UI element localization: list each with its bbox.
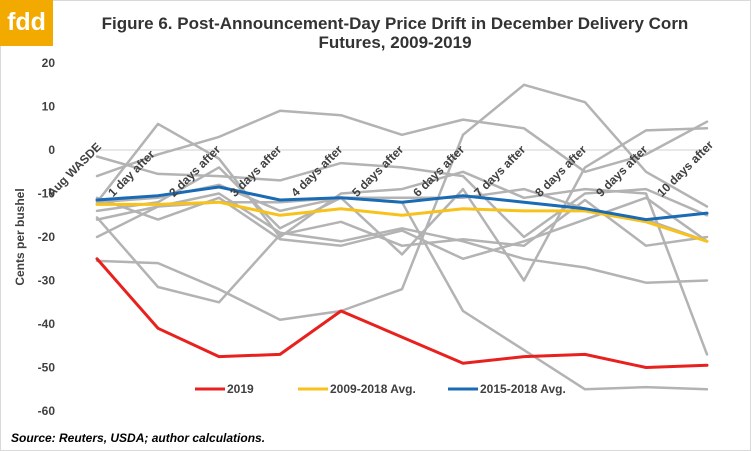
- x-category-label: 10 days after: [654, 138, 716, 200]
- historical-series-line-4: [95, 192, 709, 284]
- source-note: Source: Reuters, USDA; author calculatio…: [11, 431, 266, 445]
- y-tick-label: -40: [38, 317, 56, 331]
- series-line-2009-2018-avg-: [95, 200, 709, 243]
- x-category-label: 8 days after: [532, 142, 589, 199]
- x-category-label: 3 days after: [227, 142, 284, 199]
- series-line-2019: [95, 257, 709, 369]
- legend-label: 2015-2018 Avg.: [480, 382, 566, 396]
- legend-label: 2009-2018 Avg.: [330, 382, 416, 396]
- chart-title: Figure 6. Post-Announcement-Day Price Dr…: [101, 14, 689, 52]
- y-tick-label: 20: [42, 56, 56, 70]
- y-tick-label: -60: [38, 404, 56, 418]
- legend: 2019 2009-2018 Avg. 2015-2018 Avg.: [195, 382, 566, 396]
- y-axis-ticks: 20 10 0 -10 -20 -30 -40 -50 -60: [38, 56, 56, 418]
- historical-series-line-3: [95, 127, 709, 282]
- y-tick-label: 0: [48, 143, 55, 157]
- legend-label: 2019: [227, 382, 254, 396]
- y-axis-label: Cents per bushel: [13, 188, 27, 285]
- historical-series-line-8: [95, 109, 709, 178]
- x-category-label: 4 days after: [288, 142, 345, 199]
- highlighted-series-lines: [95, 185, 709, 369]
- y-tick-label: -20: [38, 230, 56, 244]
- historical-series-line-7: [95, 83, 709, 321]
- y-tick-label: -10: [38, 187, 56, 201]
- y-tick-label: 10: [42, 100, 56, 114]
- fdd-logo: fdd: [0, 0, 53, 46]
- series-line-2015-2018-avg-: [95, 185, 709, 222]
- historical-series-line-1: [95, 155, 709, 239]
- x-category-label: 1 day after: [105, 147, 158, 200]
- historical-series-line-2: [95, 122, 709, 356]
- y-tick-label: -50: [38, 361, 56, 375]
- y-tick-label: -30: [38, 274, 56, 288]
- x-category-label: 7 days after: [471, 142, 528, 199]
